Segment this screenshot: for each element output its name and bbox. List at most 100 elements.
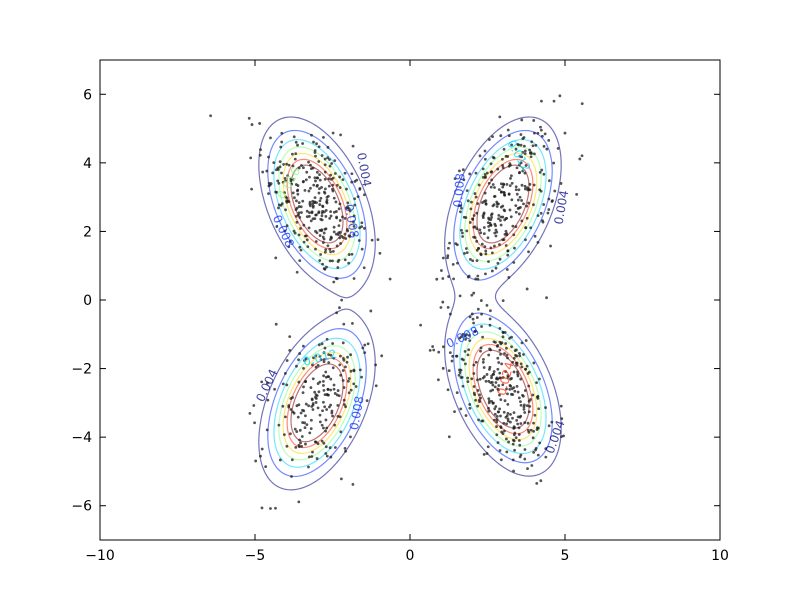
scatter-point <box>459 407 463 411</box>
scatter-point <box>542 172 546 176</box>
scatter-point <box>335 210 338 213</box>
scatter-point <box>483 245 487 249</box>
scatter-point <box>494 234 498 238</box>
scatter-point <box>291 191 295 195</box>
scatter-point <box>460 335 463 338</box>
scatter-point <box>519 403 523 407</box>
scatter-point <box>432 348 436 352</box>
scatter-point <box>496 387 500 391</box>
y-tick-label: 4 <box>83 156 92 172</box>
scatter-point <box>493 186 496 189</box>
scatter-point <box>299 205 303 209</box>
scatter-point <box>527 410 531 414</box>
scatter-point <box>297 500 301 504</box>
scatter-point <box>482 357 485 361</box>
scatter-point <box>314 393 318 397</box>
scatter-point <box>511 416 514 420</box>
scatter-point <box>314 354 318 358</box>
scatter-point <box>450 359 454 363</box>
scatter-point <box>323 163 327 167</box>
scatter-point <box>446 254 450 258</box>
scatter-point <box>283 191 286 195</box>
scatter-point <box>476 378 479 382</box>
scatter-point <box>249 156 253 160</box>
scatter-point <box>314 247 317 251</box>
scatter-point <box>297 205 301 208</box>
scatter-point <box>360 221 364 225</box>
scatter-point <box>323 170 327 174</box>
scatter-point <box>278 165 282 169</box>
scatter-point <box>522 202 525 206</box>
scatter-point <box>356 195 360 199</box>
scatter-point <box>524 339 528 342</box>
scatter-point <box>499 414 502 418</box>
scatter-point <box>353 197 357 201</box>
scatter-point <box>459 210 462 214</box>
scatter-point <box>497 217 500 221</box>
scatter-point <box>284 179 288 183</box>
scatter-point <box>532 421 535 425</box>
scatter-point <box>487 228 491 232</box>
scatter-point <box>475 316 479 319</box>
scatter-point <box>534 448 537 452</box>
scatter-point <box>309 163 312 167</box>
scatter-point <box>520 199 523 202</box>
scatter-point <box>511 442 515 446</box>
scatter-point <box>499 458 503 462</box>
scatter-point <box>514 210 518 214</box>
scatter-point <box>349 353 353 357</box>
scatter-point <box>538 170 542 174</box>
scatter-point <box>322 360 326 364</box>
scatter-point <box>343 232 347 236</box>
scatter-point <box>323 187 327 191</box>
scatter-point <box>285 224 289 228</box>
scatter-point <box>510 377 513 380</box>
scatter-point <box>501 331 505 335</box>
scatter-point <box>328 446 332 450</box>
scatter-point <box>506 356 509 360</box>
scatter-point <box>296 192 300 196</box>
scatter-point <box>504 342 508 345</box>
scatter-point <box>329 388 333 392</box>
scatter-point <box>494 381 498 384</box>
scatter-point <box>331 249 335 253</box>
scatter-point <box>472 214 476 217</box>
scatter-point <box>474 195 478 199</box>
scatter-point <box>525 204 529 208</box>
scatter-point <box>333 423 337 427</box>
scatter-point <box>325 198 329 202</box>
scatter-point <box>542 144 546 148</box>
scatter-point <box>527 187 530 191</box>
scatter-point <box>441 256 445 260</box>
scatter-point <box>459 376 463 379</box>
scatter-point <box>280 171 283 175</box>
scatter-point <box>311 166 315 170</box>
scatter-point <box>487 406 490 410</box>
scatter-point <box>495 376 499 380</box>
scatter-point <box>472 235 476 239</box>
scatter-point <box>326 145 330 149</box>
scatter-point <box>349 388 353 392</box>
scatter-point <box>323 393 327 397</box>
scatter-point <box>468 403 472 406</box>
scatter-point <box>472 391 476 395</box>
scatter-point <box>325 265 328 269</box>
scatter-point <box>300 435 304 438</box>
scatter-point <box>435 277 439 281</box>
scatter-point <box>287 245 291 249</box>
scatter-point <box>521 169 525 173</box>
scatter-point <box>501 163 504 167</box>
scatter-point <box>479 349 482 353</box>
scatter-point <box>327 177 331 181</box>
scatter-point <box>527 250 530 254</box>
scatter-point <box>508 384 512 387</box>
scatter-point <box>299 441 302 445</box>
scatter-point <box>547 197 551 201</box>
scatter-point <box>505 346 508 350</box>
scatter-point <box>320 186 323 189</box>
scatter-point <box>472 385 476 388</box>
scatter-point <box>488 323 492 327</box>
scatter-point <box>533 413 537 417</box>
scatter-point <box>338 175 342 179</box>
